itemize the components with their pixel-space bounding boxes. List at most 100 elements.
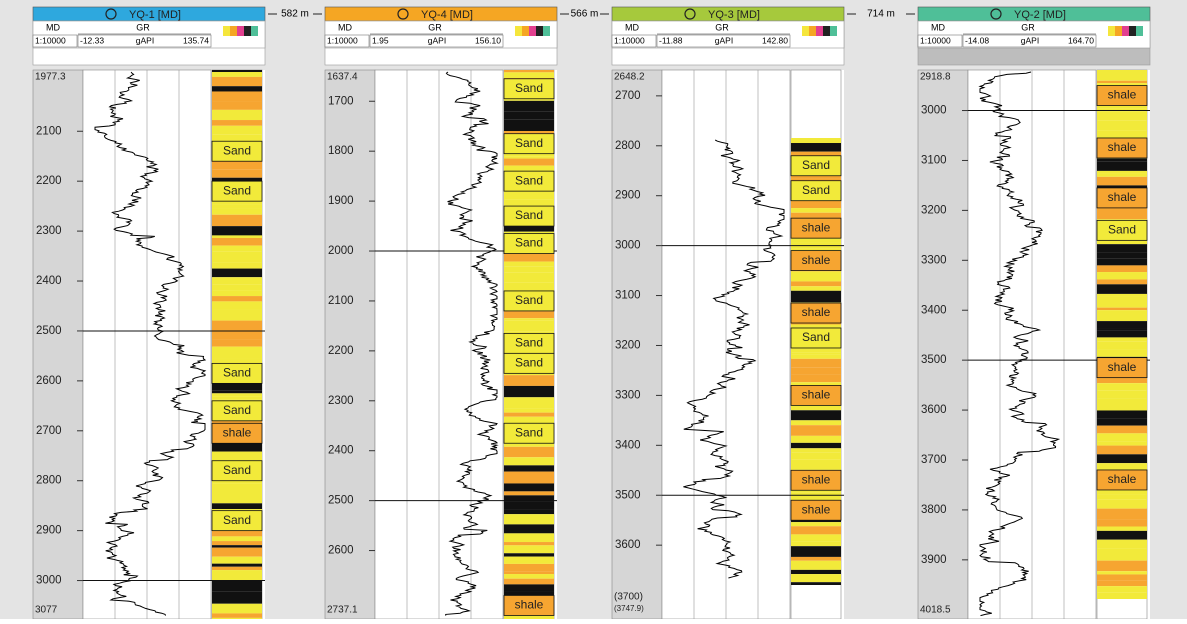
lithology-band [791, 367, 841, 375]
lithology-band [212, 204, 262, 209]
lithology-band [504, 542, 554, 546]
lithology-block [1096, 85, 1148, 106]
lithology-legend-swatch [823, 26, 830, 36]
lithology-band [1097, 574, 1147, 581]
lithology-band [791, 290, 841, 303]
lithology-band [1097, 70, 1147, 81]
lithology-band [1097, 307, 1147, 311]
lithology-block [790, 217, 842, 239]
lithology-band [1097, 296, 1147, 308]
lithology-band [504, 524, 554, 534]
lithology-block [503, 422, 555, 444]
lithology-block [211, 362, 263, 384]
lithology-band [212, 91, 262, 102]
lithology-label: Sand [223, 403, 251, 417]
gr-max: 142.80 [762, 35, 788, 45]
lithology-band [1097, 530, 1147, 540]
well-panel: YQ-3 [MD] MD GR 1:10000 -11.88 gAPI 142.80 714 … [611, 6, 915, 620]
lithology-band [212, 120, 262, 126]
lithology-band [791, 569, 841, 575]
well-title: YQ-3 [MD] [708, 9, 760, 21]
lithology-band [212, 339, 262, 347]
md-label: MD [46, 22, 60, 32]
well-icon [684, 8, 696, 20]
depth-bottom-label: 3077 [35, 605, 58, 616]
lithology-label: shale [802, 305, 831, 319]
gr-curve [978, 71, 1061, 617]
lithology-band [212, 617, 262, 619]
lithology-band [212, 393, 262, 397]
lithology-label: Sand [1108, 223, 1136, 237]
depth-tick-label: 3400 [921, 304, 947, 316]
lithology-band [1097, 328, 1147, 331]
depth-tick-label: 2300 [36, 225, 62, 237]
well-spacing: 582 m [281, 9, 309, 20]
lithology-label: shale [802, 253, 831, 267]
depth-top-label: 2918.8 [920, 72, 951, 83]
depth-tick-label: 3900 [921, 554, 947, 566]
lithology-label: Sand [223, 513, 251, 527]
lithology-band [791, 352, 841, 355]
lithology-band [504, 130, 554, 135]
lithology-block [1096, 187, 1148, 209]
well-icon [397, 8, 409, 20]
lithology-band [504, 613, 554, 619]
lithology-band [504, 501, 554, 510]
lithology-label: shale [515, 598, 544, 612]
lithology-band [1097, 265, 1147, 273]
curve-box [77, 34, 212, 48]
scale-label: 1:10000 [614, 35, 645, 45]
lithology-band [504, 75, 554, 79]
lithology-band [1097, 321, 1147, 329]
lithology-band [791, 200, 841, 209]
lithology-band [212, 134, 262, 144]
well-icon [990, 8, 1002, 20]
lithology-band [212, 603, 262, 614]
depth-tick-label: 3000 [615, 240, 641, 252]
lithology-band [1097, 494, 1147, 500]
lithology-band [791, 358, 841, 368]
lithology-band [791, 281, 841, 287]
lithology-band [791, 138, 841, 144]
lithology-band [1097, 80, 1147, 84]
lithology-block [211, 180, 263, 202]
scale-box [611, 34, 657, 48]
lithology-label: Sand [223, 366, 251, 380]
lithology-band [212, 570, 262, 581]
lithology-band [1097, 410, 1147, 419]
lithology-legend-swatch [223, 26, 230, 36]
lithology-band [504, 252, 554, 262]
lithology-band [504, 457, 554, 466]
lithology-band [1097, 330, 1147, 338]
lithology-band [791, 452, 841, 460]
gr-curve [94, 71, 207, 616]
lithology-label: Sand [515, 81, 543, 95]
lithology-band [504, 397, 554, 409]
gr-curve [683, 139, 785, 579]
depth-tick-label: 2700 [615, 90, 641, 102]
depth-tick-label: 2000 [328, 245, 354, 257]
lithology-band [212, 613, 262, 618]
lithology-band [791, 271, 841, 282]
lithology-band [791, 546, 841, 557]
lithology-band [504, 385, 554, 398]
gr-max: 164.70 [1068, 35, 1094, 45]
lithology-band [791, 522, 841, 527]
lithology-band [504, 556, 554, 564]
lithology-band [212, 358, 262, 368]
lithology-band [212, 125, 262, 135]
well-spacing: 714 m [867, 9, 895, 20]
lithology-band [212, 331, 262, 340]
lithology-band [504, 156, 554, 159]
lithology-band [1097, 592, 1147, 599]
depth-tick-label: 3500 [921, 354, 947, 366]
scale-label: 1:10000 [920, 35, 951, 45]
depth-bottom-label: 4018.5 [920, 605, 951, 616]
lithology-band [212, 390, 262, 394]
lithology-block [211, 140, 263, 162]
lithology-band [1097, 445, 1147, 455]
well-title: YQ-1 [MD] [129, 9, 181, 21]
lithology-band [504, 100, 554, 112]
lithology-block [503, 205, 555, 227]
